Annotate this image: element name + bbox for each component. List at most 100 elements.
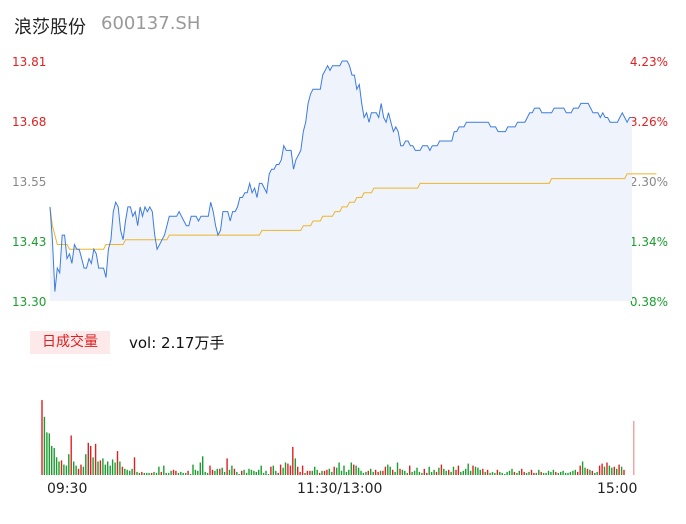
volume-bar	[219, 468, 221, 475]
volume-bar	[511, 468, 513, 475]
volume-bar	[435, 471, 438, 475]
volume-bar	[46, 432, 48, 475]
volume-bar	[440, 464, 443, 475]
volume-bar	[401, 469, 404, 475]
volume-bar	[116, 451, 119, 475]
volume-bar	[513, 471, 516, 475]
volume-bar	[58, 461, 60, 475]
volume-bar	[309, 470, 311, 475]
volume-bar	[426, 472, 428, 475]
volume-bar	[216, 468, 218, 475]
volume-bar	[374, 469, 377, 475]
volume-bar	[365, 471, 367, 475]
volume-bar	[141, 471, 143, 475]
volume-bar	[618, 464, 620, 475]
volume-bar	[148, 472, 150, 475]
volume-readout: vol: 2.17万手	[129, 334, 225, 352]
volume-bar	[73, 461, 75, 475]
volume-bar	[603, 466, 606, 475]
volume-tab[interactable]: 日成交量	[30, 331, 110, 354]
volume-bar	[297, 466, 299, 475]
volume-bar	[236, 471, 238, 475]
volume-bar	[277, 472, 279, 475]
volume-bar	[489, 472, 491, 475]
volume-bar	[525, 472, 528, 475]
volume-bar	[51, 445, 53, 475]
volume-bar	[209, 465, 211, 475]
volume-bar	[555, 471, 557, 475]
volume-bar	[221, 467, 223, 475]
volume-bar	[250, 469, 253, 475]
volume-bar	[377, 471, 379, 475]
volume-bar	[348, 469, 350, 475]
volume-bar	[411, 471, 413, 475]
volume-bar	[85, 454, 87, 475]
volume-bar	[114, 462, 116, 475]
volume-bar	[379, 470, 382, 475]
volume-bar	[55, 457, 58, 475]
volume-bar	[131, 468, 133, 475]
volume-bar	[206, 472, 209, 475]
volume-bar	[328, 468, 330, 475]
volume-bar	[382, 470, 384, 475]
volume-bar	[564, 472, 567, 475]
volume-bar	[482, 468, 484, 475]
volume-bar	[326, 469, 328, 475]
volume-bar	[284, 462, 287, 475]
volume-bar	[87, 442, 89, 475]
volume-bar	[243, 469, 245, 475]
volume-bar	[126, 469, 128, 475]
volume-bar	[75, 465, 77, 475]
volume-bar	[185, 472, 187, 475]
volume-bar	[521, 468, 523, 475]
volume-bar	[99, 460, 102, 475]
volume-bar	[255, 471, 257, 475]
volume-bar	[331, 471, 333, 475]
volume-bar	[496, 469, 499, 475]
volume-bar	[316, 469, 318, 475]
stock-name: 浪莎股份	[14, 17, 86, 38]
volume-bar	[591, 470, 593, 475]
volume-bar	[177, 472, 180, 475]
volume-bar	[336, 467, 338, 475]
volume-bar	[428, 466, 430, 475]
volume-bar	[611, 467, 613, 475]
volume-bar	[528, 471, 530, 475]
volume-bar	[577, 471, 579, 475]
volume-bar	[192, 464, 194, 475]
pct-tick: 3.26%	[629, 115, 668, 129]
volume-bar	[606, 462, 608, 475]
price-tick: 13.43	[12, 235, 47, 249]
volume-bar	[109, 465, 111, 475]
volume-bar	[430, 471, 433, 475]
volume-bar	[77, 468, 80, 475]
volume-bar	[467, 463, 469, 475]
volume-bar	[504, 474, 506, 475]
volume-bar	[404, 470, 406, 475]
volume-bar	[594, 472, 596, 475]
volume-bar	[620, 466, 623, 475]
time-end: 15:00	[597, 481, 638, 497]
volume-bar	[613, 466, 615, 475]
volume-bar	[394, 471, 396, 475]
volume-bar	[180, 471, 182, 475]
price-tick: 13.30	[12, 295, 47, 309]
volume-bar	[165, 472, 167, 475]
volume-bar	[343, 465, 345, 475]
volume-bar	[121, 466, 124, 475]
volume-bar	[129, 470, 131, 475]
volume-bar	[479, 469, 481, 475]
volume-bar	[340, 470, 343, 475]
time-start: 09:30	[47, 481, 88, 497]
volume-bar	[516, 472, 518, 475]
pct-tick: 2.30%	[629, 175, 668, 189]
volume-bar	[187, 470, 189, 475]
volume-bar	[416, 467, 418, 475]
volume-bar	[175, 470, 177, 475]
volume-bar	[542, 472, 545, 475]
volume-bar	[65, 465, 68, 475]
volume-bar	[80, 464, 82, 475]
volume-bar	[469, 470, 472, 475]
volume-bar	[228, 469, 231, 475]
volume-bar	[153, 471, 155, 475]
